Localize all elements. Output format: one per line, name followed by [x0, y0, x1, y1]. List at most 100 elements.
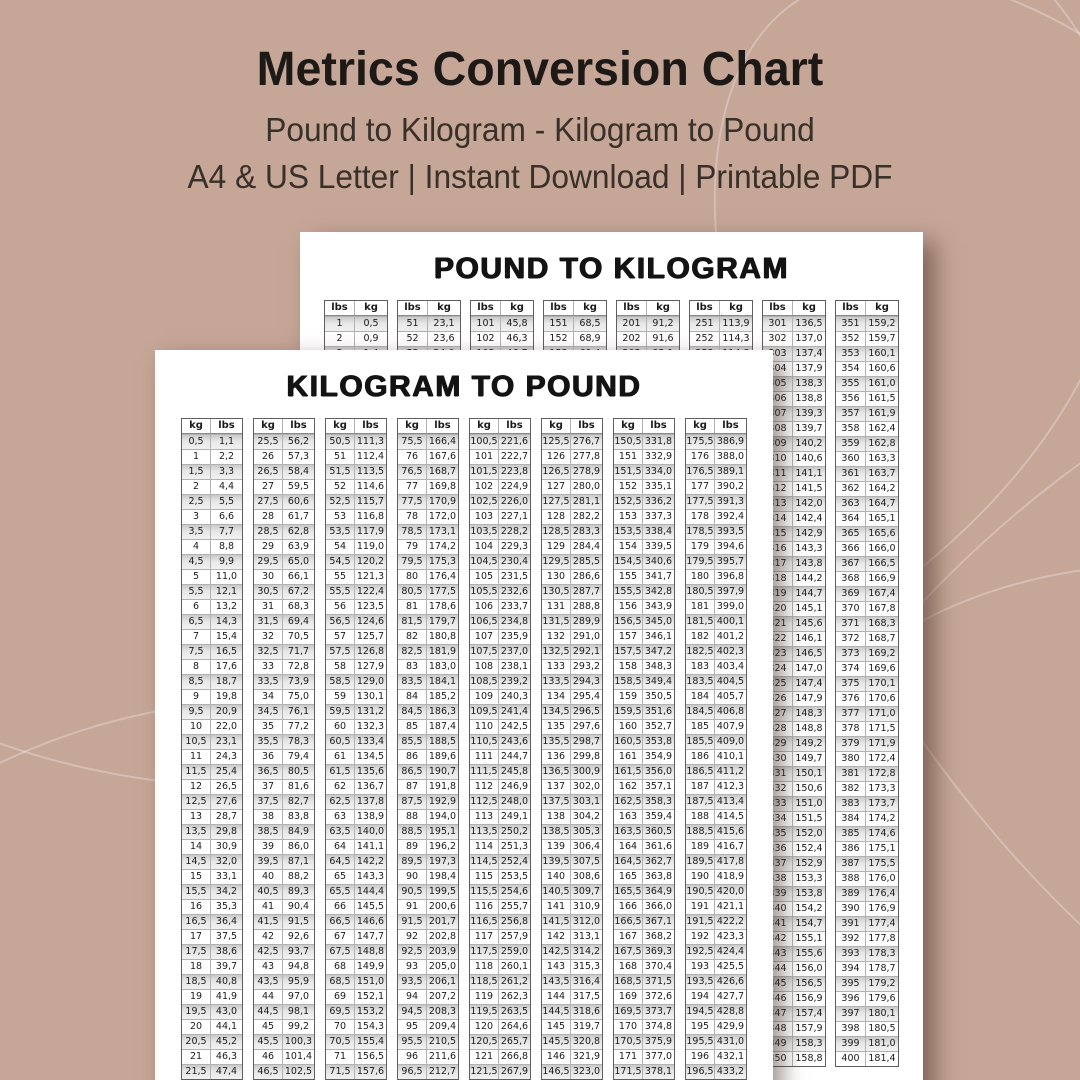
- value-cell: 146,1: [792, 632, 825, 646]
- table-row: 144 317,5: [542, 989, 602, 1004]
- value-cell: 166,4: [426, 435, 458, 449]
- value-cell: 41,5: [257, 916, 279, 927]
- value-cell: 3: [192, 511, 200, 522]
- value-cell: 144: [546, 991, 566, 1002]
- table-row: 9,5 20,9: [182, 704, 242, 719]
- value-cell: 393: [841, 948, 860, 959]
- table-row: 112,5 248,0: [470, 794, 530, 809]
- value-cell: 323: [768, 648, 787, 659]
- table-row: 320 145,1: [763, 601, 825, 616]
- value-cell: 53,5: [329, 526, 351, 537]
- value-cell: 113,5: [470, 826, 498, 837]
- table-row: 88 194,0: [398, 809, 458, 824]
- table-row: 186,5 411,2: [686, 764, 746, 779]
- table-row: 158 348,3: [614, 659, 674, 674]
- value-cell: 353: [841, 348, 860, 359]
- value-cell: 309: [768, 438, 787, 449]
- table-row: 120 264,6: [470, 1019, 530, 1034]
- table-row: 59 130,1: [326, 689, 386, 704]
- value-cell: 318: [768, 573, 787, 584]
- value-cell: 338,4: [642, 525, 674, 539]
- value-cell: 1: [336, 318, 343, 329]
- table-row: 77,5 170,9: [398, 494, 458, 509]
- table-row: 61 134,5: [326, 749, 386, 764]
- value-cell: 141,5: [792, 482, 825, 496]
- value-cell: 312: [768, 483, 787, 494]
- value-cell: 426,6: [714, 975, 746, 989]
- table-row: 302 137,0: [763, 331, 825, 346]
- value-cell: 251: [695, 318, 714, 329]
- table-row: 30 66,1: [254, 569, 314, 584]
- value-cell: 86,0: [282, 840, 314, 854]
- value-cell: 342,8: [642, 585, 674, 599]
- value-cell: 195: [690, 1021, 710, 1032]
- value-cell: 152: [549, 333, 568, 344]
- column-header: kg: [333, 420, 347, 431]
- value-cell: 337: [768, 858, 787, 869]
- table-row: 56,5 124,6: [326, 614, 386, 629]
- value-cell: 100,3: [282, 1035, 314, 1049]
- value-cell: 138,3: [792, 377, 825, 391]
- value-cell: 146,5: [792, 647, 825, 661]
- value-cell: 121,3: [354, 570, 386, 584]
- value-cell: 141,1: [792, 467, 825, 481]
- value-cell: 143,5: [542, 976, 570, 987]
- value-cell: 137,9: [792, 362, 825, 376]
- value-cell: 61,5: [329, 766, 351, 777]
- value-cell: 196: [690, 1051, 710, 1062]
- value-cell: 69,5: [329, 1006, 351, 1017]
- value-cell: 120: [474, 1021, 494, 1032]
- value-cell: 261,2: [498, 975, 530, 989]
- column-header: kg: [549, 420, 563, 431]
- table-row: 9 19,8: [182, 689, 242, 704]
- value-cell: 3,5: [188, 526, 204, 537]
- table-row: 161,5 356,0: [614, 764, 674, 779]
- value-cell: 169,5: [614, 1006, 642, 1017]
- value-cell: 420,0: [714, 885, 746, 899]
- value-cell: 132,3: [354, 720, 386, 734]
- value-cell: 142,9: [792, 527, 825, 541]
- table-row: 138 304,2: [542, 809, 602, 824]
- value-cell: 321: [768, 618, 787, 629]
- value-cell: 90: [405, 871, 419, 882]
- column-header-row: lbs kg: [471, 301, 533, 316]
- value-cell: 185,2: [426, 690, 458, 704]
- value-cell: 169,8: [426, 480, 458, 494]
- value-cell: 170,1: [865, 677, 898, 691]
- value-cell: 322: [768, 633, 787, 644]
- table-row: 91,5 201,7: [398, 914, 458, 929]
- table-row: 195,5 431,0: [686, 1034, 746, 1049]
- table-row: 53,5 117,9: [326, 524, 386, 539]
- value-cell: 369: [841, 588, 860, 599]
- value-cell: 178,6: [426, 600, 458, 614]
- value-cell: 185,5: [686, 736, 714, 747]
- table-row: 141,5 312,0: [542, 914, 602, 929]
- table-row: 8 17,6: [182, 659, 242, 674]
- table-row: 64,5 142,2: [326, 854, 386, 869]
- table-row: 80,5 177,5: [398, 584, 458, 599]
- table-row: 113 249,1: [470, 809, 530, 824]
- value-cell: 180: [690, 571, 710, 582]
- value-cell: 79,5: [401, 556, 423, 567]
- value-cell: 376: [841, 693, 860, 704]
- table-row: 107 235,9: [470, 629, 530, 644]
- value-cell: 135,5: [542, 736, 570, 747]
- value-cell: 407,9: [714, 720, 746, 734]
- value-cell: 60,6: [282, 495, 314, 509]
- table-row: 392 177,8: [836, 931, 898, 946]
- table-row: 81,5 179,7: [398, 614, 458, 629]
- table-row: 43 94,8: [254, 959, 314, 974]
- table-row: 352 159,7: [836, 331, 898, 346]
- value-cell: 201: [622, 318, 641, 329]
- value-cell: 126,8: [354, 645, 386, 659]
- table-row: 42,5 93,7: [254, 944, 314, 959]
- value-cell: 131,5: [542, 616, 570, 627]
- value-cell: 170,5: [614, 1036, 642, 1047]
- value-cell: 370: [841, 603, 860, 614]
- table-row: 92 202,8: [398, 929, 458, 944]
- value-cell: 3,3: [210, 465, 242, 479]
- value-cell: 175,1: [865, 842, 898, 856]
- value-cell: 139,5: [542, 856, 570, 867]
- value-cell: 166,5: [865, 557, 898, 571]
- table-row: 64 141,1: [326, 839, 386, 854]
